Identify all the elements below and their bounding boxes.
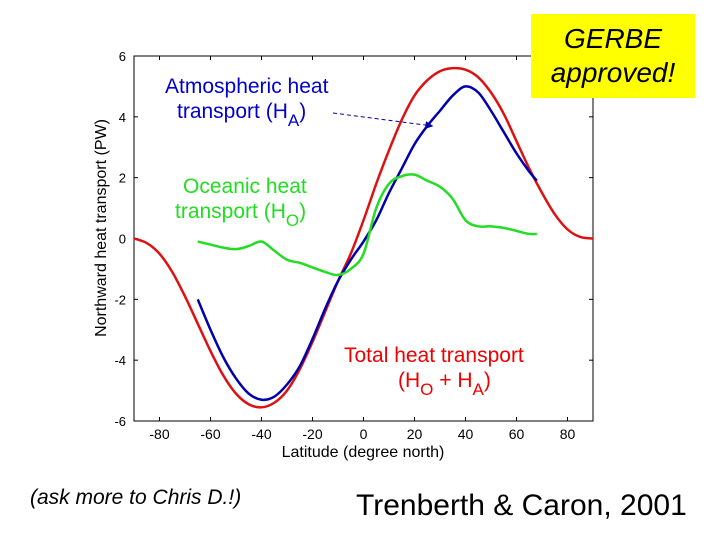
y-tick-label: 6 <box>119 49 126 64</box>
y-tick-label: 0 <box>119 232 126 247</box>
y-tick-label: -6 <box>114 414 126 429</box>
annotation-total-close: ) <box>484 369 491 392</box>
footnote: (ask more to Chris D.!) <box>30 486 242 509</box>
annotation-atmo-sub: A <box>288 111 300 130</box>
x-tick-label: 40 <box>458 426 474 442</box>
annotation-total-open: (H <box>398 369 420 392</box>
annotation-atmo-line1: Atmospheric heat <box>165 75 329 98</box>
total-heat-transport-line <box>133 66 594 409</box>
y-axis-label: Northward heat transport (PW) <box>93 119 110 337</box>
annotation-total-sub-o: O <box>420 380 433 399</box>
annotation-ocean-close: ) <box>299 200 306 223</box>
annotation-ocean-line1: Oceanic heat <box>183 175 307 198</box>
oceanic-heat-transport-line <box>197 173 537 277</box>
gerbe-badge: GERBE approved! <box>531 14 695 98</box>
y-tick-label: -4 <box>114 353 126 368</box>
badge-line1: GERBE <box>563 23 663 54</box>
y-tick-label: 4 <box>119 110 126 125</box>
citation: Trenberth & Caron, 2001 <box>356 489 687 522</box>
x-tick-label: -80 <box>149 426 169 442</box>
annotation-atmo-line2-text: transport (H <box>177 100 288 123</box>
annotation-atmo-close: ) <box>299 100 306 123</box>
annotation-arrow <box>332 112 434 130</box>
x-tick-label: 0 <box>360 426 368 442</box>
x-axis-label: Latitude (degree north) <box>282 444 445 461</box>
x-tick-label: 80 <box>560 426 576 442</box>
annotation-total-plus: + H <box>433 369 472 392</box>
annotation-atmo-line2: transport (HA) <box>177 100 306 130</box>
annotation-ocean-sub: O <box>286 211 299 230</box>
x-tick-label: -40 <box>251 426 271 442</box>
y-tick-label: 2 <box>119 171 126 186</box>
x-tick-label: 60 <box>509 426 525 442</box>
y-tick-label: -2 <box>114 292 126 307</box>
annotation-total-line2: (HO + HA) <box>398 369 491 399</box>
annotation-total-sub-a: A <box>473 380 485 399</box>
annotation-ocean-line2-text: transport (H <box>175 200 286 223</box>
annotation-ocean-line2: transport (HO) <box>175 200 306 230</box>
annotation-total-line1: Total heat transport <box>344 344 524 367</box>
x-tick-label: -20 <box>302 426 322 442</box>
x-tick-label: 20 <box>407 426 423 442</box>
badge-line2: approved! <box>550 57 676 88</box>
x-tick-label: -60 <box>200 426 220 442</box>
